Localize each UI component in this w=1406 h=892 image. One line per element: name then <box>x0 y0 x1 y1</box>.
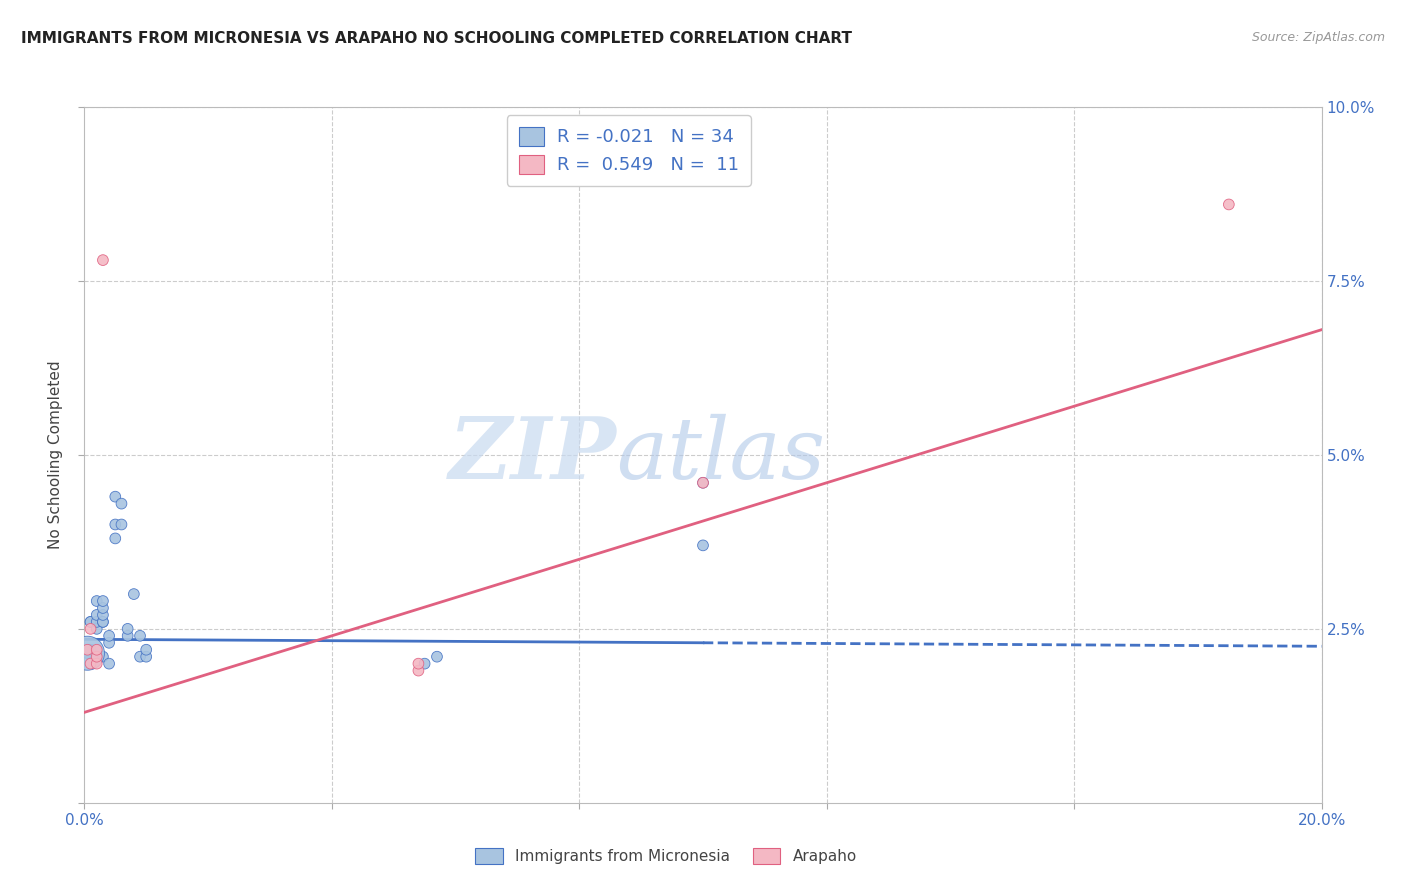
Point <box>110 517 132 532</box>
Point <box>408 664 430 678</box>
Point <box>104 532 127 546</box>
Point <box>98 657 121 671</box>
Y-axis label: No Schooling Completed: No Schooling Completed <box>48 360 63 549</box>
Point <box>86 649 108 664</box>
Text: ZIP: ZIP <box>449 413 616 497</box>
Point <box>426 649 449 664</box>
Text: atlas: atlas <box>616 414 825 496</box>
Point <box>79 622 101 636</box>
Point <box>135 649 157 664</box>
Point <box>79 615 101 629</box>
Point <box>79 642 101 657</box>
Point <box>91 253 114 268</box>
Point <box>86 615 108 629</box>
Point <box>91 615 114 629</box>
Point <box>86 594 108 608</box>
Point <box>86 622 108 636</box>
Point <box>98 629 121 643</box>
Point <box>692 538 714 552</box>
Point <box>98 636 121 650</box>
Text: IMMIGRANTS FROM MICRONESIA VS ARAPAHO NO SCHOOLING COMPLETED CORRELATION CHART: IMMIGRANTS FROM MICRONESIA VS ARAPAHO NO… <box>21 31 852 46</box>
Point <box>91 601 114 615</box>
Point <box>117 622 139 636</box>
Point <box>129 649 152 664</box>
Point <box>692 475 714 490</box>
Text: Source: ZipAtlas.com: Source: ZipAtlas.com <box>1251 31 1385 45</box>
Point <box>76 642 98 657</box>
Point <box>76 646 98 660</box>
Point <box>1218 197 1240 211</box>
Point <box>91 607 114 622</box>
Point <box>79 657 101 671</box>
Point <box>110 497 132 511</box>
Point <box>86 642 108 657</box>
Point <box>104 517 127 532</box>
Point <box>104 490 127 504</box>
Point <box>76 646 98 660</box>
Point <box>91 615 114 629</box>
Point <box>692 475 714 490</box>
Point <box>86 657 108 671</box>
Point <box>135 642 157 657</box>
Point <box>413 657 436 671</box>
Legend: Immigrants from Micronesia, Arapaho: Immigrants from Micronesia, Arapaho <box>467 840 865 871</box>
Point <box>79 615 101 629</box>
Point <box>91 594 114 608</box>
Point <box>122 587 145 601</box>
Point <box>117 629 139 643</box>
Point <box>91 649 114 664</box>
Point <box>408 657 430 671</box>
Point <box>129 629 152 643</box>
Point <box>86 607 108 622</box>
